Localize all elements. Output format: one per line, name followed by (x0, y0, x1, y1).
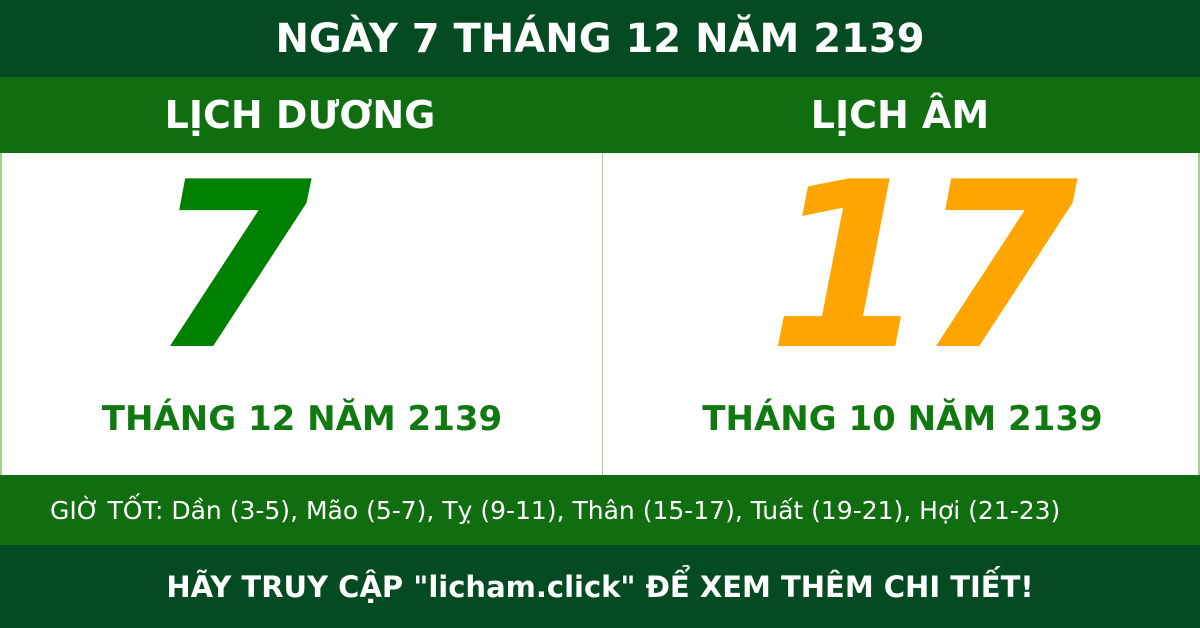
solar-column: 7 THÁNG 12 NĂM 2139 (2, 153, 602, 475)
page-title: NGÀY 7 THÁNG 12 NĂM 2139 (0, 0, 1200, 77)
lunar-month-year: THÁNG 10 NĂM 2139 (702, 399, 1103, 439)
good-hours: GIỜ TỐT: Dần (3-5), Mão (5-7), Tỵ (9-11)… (0, 475, 1200, 545)
solar-calendar-heading: LỊCH DƯƠNG (164, 93, 436, 137)
lunar-day: 17 (768, 134, 1078, 401)
solar-day: 7 (152, 134, 312, 401)
lunar-calendar-heading: LỊCH ÂM (810, 93, 990, 137)
solar-month-year: THÁNG 12 NĂM 2139 (101, 399, 503, 439)
calendar-headers: LỊCH DƯƠNG LỊCH ÂM (0, 77, 1200, 153)
footer-cta: HÃY TRUY CẬP "licham.click" ĐỂ XEM THÊM … (0, 545, 1200, 628)
lunar-column: 17 THÁNG 10 NĂM 2139 (602, 153, 1200, 475)
calendar-body: 7 THÁNG 12 NĂM 2139 17 THÁNG 10 NĂM 2139 (0, 153, 1200, 475)
